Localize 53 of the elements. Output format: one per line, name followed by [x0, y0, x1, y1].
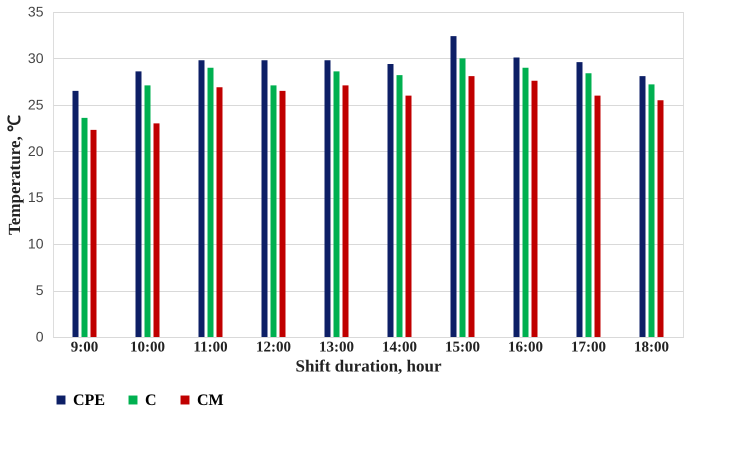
y-tick-label: 15 [28, 189, 44, 206]
bar [576, 62, 582, 337]
bar [396, 75, 402, 337]
legend-label: CPE [73, 392, 105, 409]
bar [208, 68, 214, 337]
bar [216, 87, 222, 337]
x-tick-label: 12:00 [256, 340, 291, 356]
x-tick-label: 14:00 [382, 340, 417, 356]
x-tick-label: 15:00 [445, 340, 480, 356]
legend-label: C [145, 392, 157, 409]
x-tick-label: 16:00 [508, 340, 543, 356]
bar [136, 71, 142, 337]
bar [342, 85, 348, 337]
bar [658, 100, 664, 337]
bar [198, 60, 204, 337]
bar [594, 96, 600, 337]
y-tick-label: 10 [28, 236, 44, 252]
x-tick-label: 18:00 [634, 340, 669, 356]
y-tick-label: 0 [36, 328, 44, 344]
bar [334, 71, 340, 337]
bar [262, 60, 268, 337]
bar [522, 68, 528, 337]
x-tick-label: 10:00 [130, 340, 165, 356]
bar [640, 76, 646, 337]
bar [532, 80, 538, 337]
bar [82, 118, 88, 337]
bar [280, 90, 286, 337]
y-tick-label: 5 [36, 282, 44, 298]
legend-label: CM [197, 392, 224, 409]
bar [90, 130, 96, 337]
x-tick-label: 11:00 [193, 340, 228, 356]
bar [450, 36, 456, 337]
y-tick-label: 20 [28, 142, 44, 159]
bar [324, 60, 330, 337]
x-axis-title: Shift duration, hour [296, 356, 442, 376]
bar [406, 96, 412, 337]
bar [586, 73, 592, 337]
bar [144, 85, 150, 337]
bar [514, 58, 520, 337]
x-tick-label: 17:00 [571, 340, 606, 356]
y-tick-label: 35 [28, 4, 44, 20]
bar [460, 58, 466, 337]
y-tick-label: 30 [28, 50, 44, 66]
bar [154, 123, 160, 337]
bar [648, 84, 654, 337]
x-tick-label: 13:00 [319, 340, 354, 356]
y-axis-title: Temperature, ℃ [4, 115, 24, 235]
x-tick-label: 9:00 [70, 340, 98, 356]
bar [468, 76, 474, 337]
y-tick-label: 25 [28, 96, 44, 112]
bar [72, 90, 78, 337]
bar [388, 64, 394, 337]
bar [270, 85, 276, 337]
